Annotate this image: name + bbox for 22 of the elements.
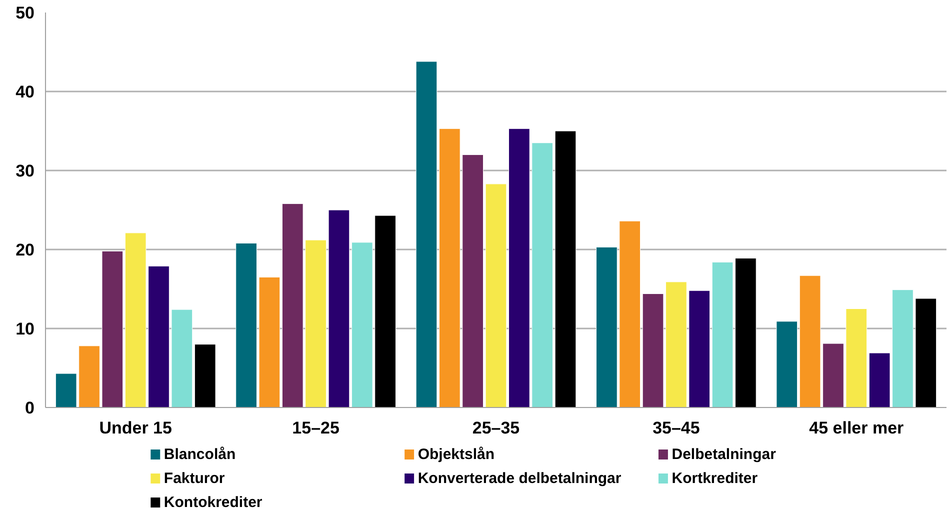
x-tick-label: 45 eller mer [809, 418, 904, 438]
legend-label: Blancolån [164, 446, 236, 463]
y-tick-label: 30 [16, 162, 35, 180]
legend-label: Delbetalningar [672, 446, 776, 463]
y-tick-label: 0 [25, 398, 35, 418]
legend-label: Kortkrediter [672, 470, 758, 487]
legend-label: Fakturor [164, 470, 225, 487]
bar [554, 130, 576, 408]
x-tick-label: Under 15 [99, 418, 172, 438]
x-tick-label: 25–35 [472, 418, 520, 438]
legend-label: Kontokrediter [164, 494, 262, 511]
bar [776, 321, 798, 408]
y-tick-label: 20 [16, 240, 35, 260]
legend-label: Konverterade delbetalningar [418, 470, 622, 487]
y-tick-label: 40 [16, 82, 35, 102]
bar [416, 61, 438, 408]
bar [194, 344, 216, 408]
y-tick-label: 50 [16, 4, 35, 22]
x-tick-label: 35–45 [652, 418, 700, 438]
y-tick-label: 10 [16, 320, 35, 338]
legend-label: Objektslån [418, 446, 495, 463]
x-tick-label: 15–25 [292, 418, 340, 438]
